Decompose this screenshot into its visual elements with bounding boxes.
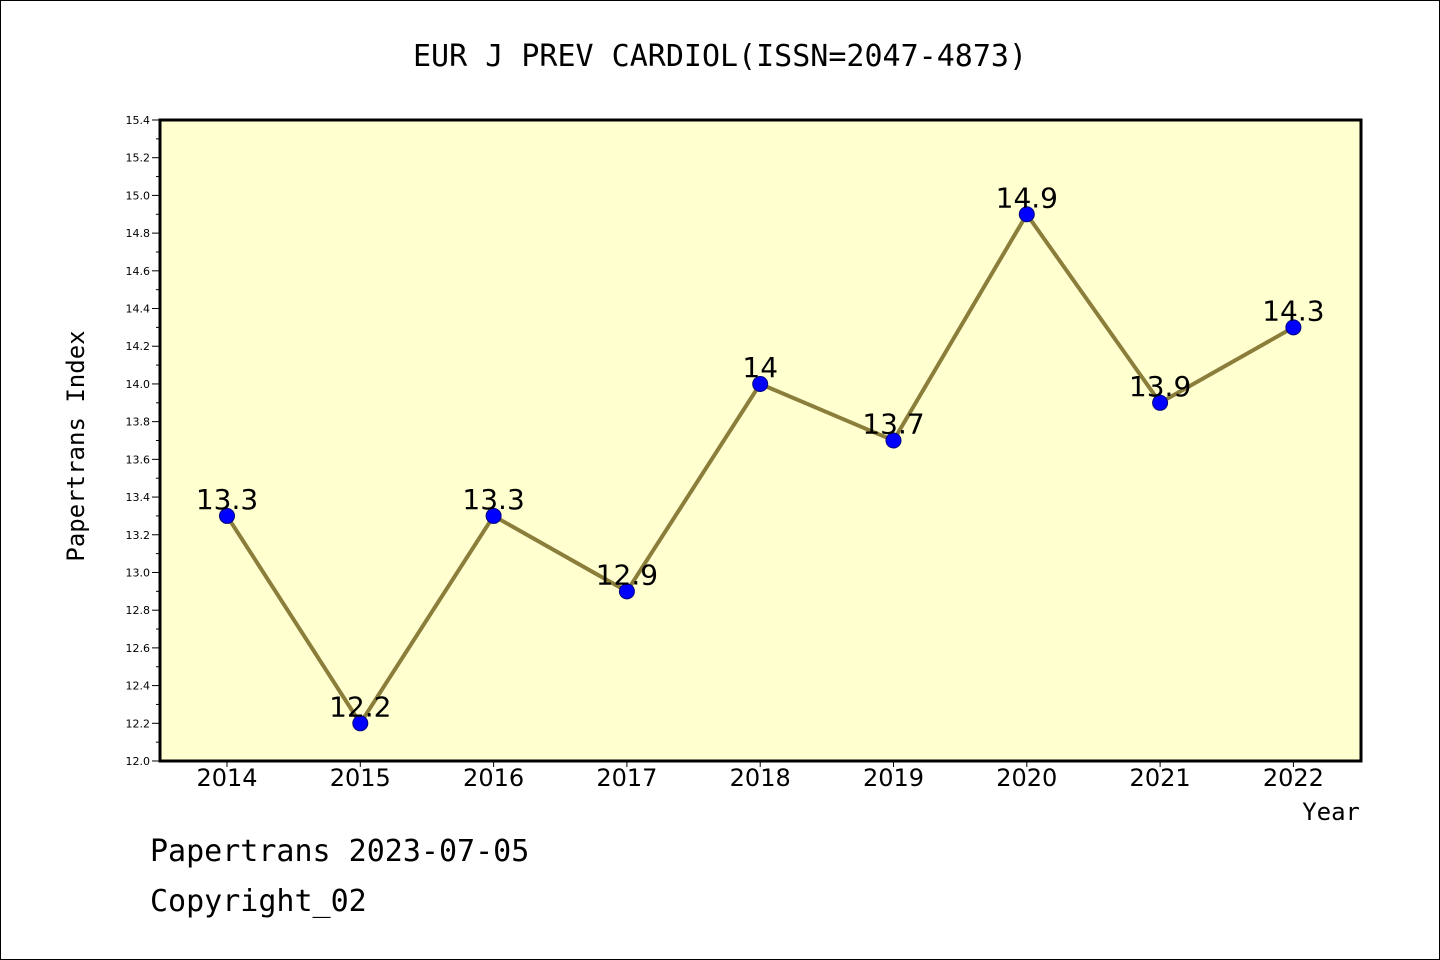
data-label: 12.2 bbox=[329, 690, 391, 723]
x-tick-label: 2016 bbox=[463, 764, 524, 792]
y-tick-label: 14.8 bbox=[126, 227, 151, 240]
data-point bbox=[1018, 206, 1035, 223]
y-tick-label: 13.4 bbox=[126, 491, 151, 504]
data-point bbox=[219, 507, 235, 524]
data-point bbox=[885, 432, 902, 449]
data-label: 13.3 bbox=[462, 483, 524, 516]
y-tick-label: 12.2 bbox=[126, 717, 151, 730]
y-tick-label: 15.0 bbox=[126, 189, 151, 202]
y-tick-label: 14.6 bbox=[126, 265, 151, 278]
y-tick-label: 15.4 bbox=[126, 114, 151, 127]
y-tick-label: 14.0 bbox=[126, 378, 151, 391]
data-label: 14 bbox=[742, 351, 778, 384]
y-tick-label: 13.2 bbox=[126, 529, 151, 542]
y-axis: 12.0 12.2 12.4 12.6 12.8 13.0 13.2 13.4 13.6 13.8… bbox=[126, 114, 160, 768]
y-tick-label: 13.8 bbox=[126, 416, 151, 429]
x-tick-label: 2014 bbox=[196, 764, 257, 792]
data-label: 13.7 bbox=[862, 408, 924, 441]
y-tick-label: 15.2 bbox=[126, 152, 151, 165]
x-tick-label: 2017 bbox=[596, 764, 657, 792]
y-tick-label: 12.6 bbox=[126, 642, 151, 655]
y-tick-label: 13.0 bbox=[126, 566, 151, 579]
x-tick-label: 2022 bbox=[1263, 764, 1324, 792]
y-tick-label: 13.6 bbox=[126, 453, 151, 466]
y-tick-label: 14.2 bbox=[126, 340, 151, 353]
plot-area bbox=[160, 120, 1361, 761]
x-axis-label: Year bbox=[1302, 798, 1360, 826]
data-point bbox=[618, 583, 635, 600]
x-tick-label: 2019 bbox=[863, 764, 924, 792]
chart-title: EUR J PREV CARDIOL(ISSN=2047-4873) bbox=[413, 39, 1027, 74]
y-tick-label: 14.4 bbox=[126, 303, 151, 316]
data-label: 14.3 bbox=[1262, 294, 1324, 327]
data-label: 12.9 bbox=[596, 558, 658, 591]
x-tick-label: 2015 bbox=[330, 764, 391, 792]
footer-copyright: Copyright_02 bbox=[150, 884, 367, 919]
data-label: 13.3 bbox=[196, 483, 258, 516]
data-point bbox=[1285, 319, 1302, 336]
data-point bbox=[1152, 394, 1169, 411]
x-tick-label: 2018 bbox=[730, 764, 791, 792]
data-point bbox=[752, 375, 769, 392]
data-point bbox=[352, 715, 369, 732]
y-tick-label: 12.4 bbox=[126, 680, 151, 693]
data-label: 13.9 bbox=[1129, 370, 1191, 403]
x-tick-label: 2021 bbox=[1130, 764, 1191, 792]
data-labels: 13.3 12.2 13.3 12.9 14 13.7 14.9 13.9 14.3 bbox=[196, 181, 1325, 723]
data-point bbox=[485, 507, 502, 524]
y-tick-label: 12.8 bbox=[126, 604, 151, 617]
x-axis: 2014 2015 2016 2017 2018 2019 2020 2021 2022 bbox=[196, 761, 1324, 792]
plot-border bbox=[158, 118, 1363, 763]
footer-date: Papertrans 2023-07-05 bbox=[150, 834, 530, 869]
y-tick-label: 12.0 bbox=[126, 755, 151, 768]
y-axis-label: Papertrans Index bbox=[62, 330, 90, 561]
data-label: 14.9 bbox=[996, 181, 1058, 214]
x-tick-label: 2020 bbox=[996, 764, 1057, 792]
series-line bbox=[219, 206, 1302, 732]
